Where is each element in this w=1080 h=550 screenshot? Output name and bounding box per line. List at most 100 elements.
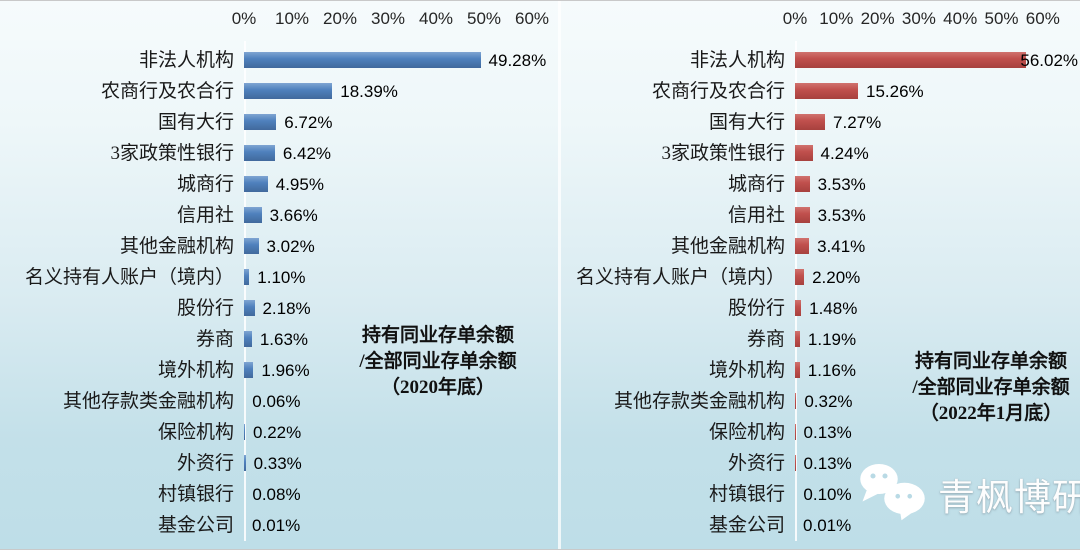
bar [795,238,809,254]
annotation-line: （2022年1月底） [891,401,1080,427]
annotation-line: 持有同业存单余额 [891,349,1080,375]
bar [795,455,796,471]
value-label: 0.01% [803,510,851,541]
value-label: 6.42% [283,138,331,169]
value-label: 0.13% [804,417,852,448]
category-label: 非法人机构 [561,45,785,76]
bar [795,424,796,440]
category-label: 农商行及农合行 [561,76,785,107]
bar [244,145,275,161]
category-label: 其他存款类金融机构 [0,386,234,417]
table-row: 外资行 0.33% [0,448,559,479]
category-label: 3家政策性银行 [561,138,785,169]
watermark-text: 青枫博研社 [938,467,1080,521]
x-axis-tick: 10% [275,7,309,31]
x-axis-tick: 0% [232,7,257,31]
x-axis-tick: 60% [1026,7,1060,31]
value-label: 56.02% [1020,45,1078,76]
x-axis-tick: 60% [515,7,549,31]
x-axis-tick: 50% [467,7,501,31]
category-label: 券商 [0,324,234,355]
bar [795,393,796,409]
value-label: 1.63% [260,324,308,355]
x-axis-tick: 30% [902,7,936,31]
bar [244,238,259,254]
category-label: 股份行 [0,293,234,324]
category-label: 境外机构 [561,355,785,386]
category-label: 名义持有人账户（境内） [0,262,234,293]
bar [244,300,255,316]
chart-annotation: 持有同业存单余额 /全部同业存单余额 （2022年1月底） [891,349,1080,427]
category-label: 保险机构 [0,417,234,448]
value-label: 3.02% [266,231,314,262]
category-label: 其他金融机构 [0,231,234,262]
bar [244,331,252,347]
value-label: 2.20% [812,262,860,293]
bar [244,424,245,440]
category-label: 非法人机构 [0,45,234,76]
bar [795,207,810,223]
bar [244,207,262,223]
table-row: 国有大行 6.72% [0,107,559,138]
annotation-line: 持有同业存单余额 [318,323,558,349]
bar [795,300,801,316]
bar [244,176,268,192]
category-label: 农商行及农合行 [0,76,234,107]
bar [795,52,1026,68]
bar [244,362,253,378]
x-axis-tick: 20% [861,7,895,31]
x-axis-tick: 20% [323,7,357,31]
bar [244,114,276,130]
category-label: 城商行 [561,169,785,200]
bar [244,83,332,99]
category-label: 境外机构 [0,355,234,386]
table-row: 名义持有人账户（境内）1.10% [0,262,559,293]
category-label: 券商 [561,324,785,355]
table-row: 非法人机构 49.28% [0,45,559,76]
annotation-line: /全部同业存单余额 [318,349,558,375]
value-label: 49.28% [489,45,547,76]
bar [795,269,804,285]
value-label: 1.96% [261,355,309,386]
value-label: 4.24% [821,138,869,169]
category-label: 股份行 [561,293,785,324]
bar [795,176,810,192]
table-row: 名义持有人账户（境内）2.20% [561,262,1080,293]
bar [795,114,825,130]
value-label: 0.33% [254,448,302,479]
category-label: 其他存款类金融机构 [561,386,785,417]
category-label: 国有大行 [0,107,234,138]
category-label: 外资行 [0,448,234,479]
table-row: 保险机构 0.22% [0,417,559,448]
value-label: 3.53% [818,200,866,231]
value-label: 0.13% [804,448,852,479]
value-label: 1.19% [808,324,856,355]
value-label: 0.06% [252,386,300,417]
value-label: 7.27% [833,107,881,138]
x-axis-tick: 30% [371,7,405,31]
value-label: 18.39% [340,76,398,107]
bar [795,145,813,161]
value-label: 0.22% [253,417,301,448]
table-row: 股份行 1.48% [561,293,1080,324]
value-label: 6.72% [284,107,332,138]
bar [795,331,800,347]
bar [244,269,249,285]
value-label: 3.41% [817,231,865,262]
wechat-icon [856,461,932,526]
bar [795,362,800,378]
category-label: 信用社 [0,200,234,231]
value-label: 4.95% [276,169,324,200]
annotation-line: （2020年底） [318,375,558,401]
value-label: 1.48% [809,293,857,324]
